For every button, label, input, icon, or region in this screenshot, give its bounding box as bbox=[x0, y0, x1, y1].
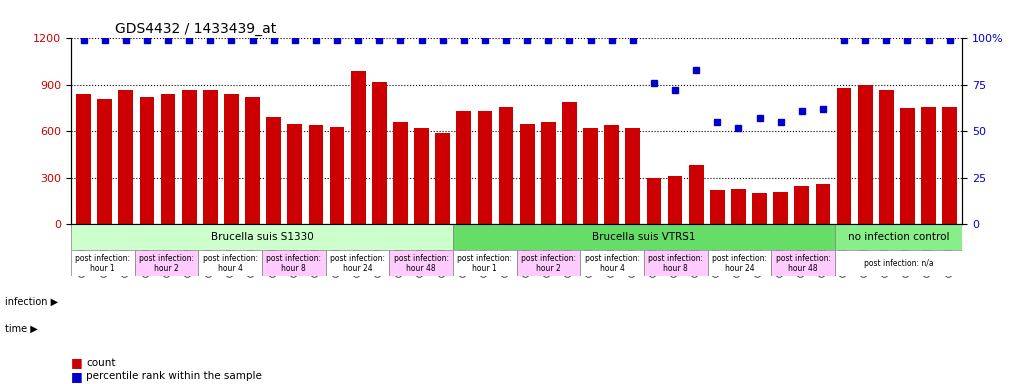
Bar bbox=[245, 97, 260, 224]
Bar bbox=[753, 193, 767, 224]
Text: Brucella suis VTRS1: Brucella suis VTRS1 bbox=[593, 232, 696, 242]
FancyBboxPatch shape bbox=[262, 250, 325, 276]
Text: post infection: n/a: post infection: n/a bbox=[864, 259, 934, 268]
Text: post infection:
hour 1: post infection: hour 1 bbox=[457, 254, 513, 273]
Text: infection ▶: infection ▶ bbox=[5, 296, 58, 306]
Text: post infection:
hour 24: post infection: hour 24 bbox=[330, 254, 385, 273]
Bar bbox=[161, 94, 175, 224]
FancyBboxPatch shape bbox=[199, 250, 262, 276]
FancyBboxPatch shape bbox=[835, 224, 962, 250]
Bar bbox=[583, 128, 598, 224]
Text: percentile rank within the sample: percentile rank within the sample bbox=[86, 371, 262, 381]
FancyBboxPatch shape bbox=[325, 250, 389, 276]
FancyBboxPatch shape bbox=[135, 250, 199, 276]
Bar bbox=[541, 122, 556, 224]
Text: Brucella suis S1330: Brucella suis S1330 bbox=[211, 232, 313, 242]
Bar bbox=[837, 88, 852, 224]
Bar bbox=[731, 189, 746, 224]
Text: time ▶: time ▶ bbox=[5, 323, 37, 333]
Text: post infection:
hour 2: post infection: hour 2 bbox=[139, 254, 193, 273]
FancyBboxPatch shape bbox=[71, 224, 453, 250]
Bar bbox=[119, 89, 134, 224]
Bar bbox=[498, 106, 514, 224]
Bar bbox=[942, 106, 957, 224]
Bar bbox=[668, 176, 683, 224]
Bar bbox=[203, 89, 218, 224]
Bar bbox=[900, 108, 915, 224]
Text: post infection:
hour 4: post infection: hour 4 bbox=[585, 254, 639, 273]
Text: post infection:
hour 24: post infection: hour 24 bbox=[712, 254, 767, 273]
Bar bbox=[562, 102, 576, 224]
FancyBboxPatch shape bbox=[453, 250, 517, 276]
FancyBboxPatch shape bbox=[835, 250, 962, 276]
Text: post infection:
hour 1: post infection: hour 1 bbox=[75, 254, 131, 273]
Bar bbox=[288, 124, 302, 224]
Text: post infection:
hour 8: post infection: hour 8 bbox=[266, 254, 321, 273]
Bar bbox=[309, 125, 323, 224]
Bar bbox=[329, 127, 344, 224]
Text: ■: ■ bbox=[71, 370, 83, 383]
Text: post infection:
hour 8: post infection: hour 8 bbox=[648, 254, 703, 273]
Bar bbox=[393, 122, 408, 224]
Bar bbox=[879, 89, 893, 224]
FancyBboxPatch shape bbox=[708, 250, 771, 276]
Text: count: count bbox=[86, 358, 115, 368]
FancyBboxPatch shape bbox=[71, 250, 135, 276]
Bar bbox=[140, 97, 154, 224]
Bar bbox=[605, 125, 619, 224]
Bar bbox=[815, 184, 831, 224]
Bar bbox=[224, 94, 239, 224]
Text: ■: ■ bbox=[71, 356, 83, 369]
Bar bbox=[181, 89, 197, 224]
Bar bbox=[625, 128, 640, 224]
Bar bbox=[97, 99, 112, 224]
Bar bbox=[921, 106, 936, 224]
FancyBboxPatch shape bbox=[644, 250, 708, 276]
Bar bbox=[646, 178, 661, 224]
Bar bbox=[520, 124, 535, 224]
Text: post infection:
hour 48: post infection: hour 48 bbox=[394, 254, 449, 273]
Text: post infection:
hour 48: post infection: hour 48 bbox=[776, 254, 831, 273]
Bar bbox=[266, 118, 281, 224]
FancyBboxPatch shape bbox=[517, 250, 580, 276]
FancyBboxPatch shape bbox=[389, 250, 453, 276]
Text: post infection:
hour 2: post infection: hour 2 bbox=[521, 254, 576, 273]
Bar bbox=[414, 128, 428, 224]
Bar bbox=[436, 133, 450, 224]
FancyBboxPatch shape bbox=[580, 250, 644, 276]
Text: no infection control: no infection control bbox=[848, 232, 949, 242]
Bar bbox=[477, 111, 492, 224]
Bar bbox=[350, 71, 366, 224]
Text: post infection:
hour 4: post infection: hour 4 bbox=[203, 254, 257, 273]
FancyBboxPatch shape bbox=[771, 250, 835, 276]
Bar bbox=[773, 192, 788, 224]
Text: GDS4432 / 1433439_at: GDS4432 / 1433439_at bbox=[115, 22, 277, 36]
Bar bbox=[858, 85, 872, 224]
Bar bbox=[76, 94, 91, 224]
Bar bbox=[710, 190, 724, 224]
Bar bbox=[689, 166, 704, 224]
Bar bbox=[372, 82, 387, 224]
Bar bbox=[457, 111, 471, 224]
FancyBboxPatch shape bbox=[453, 224, 835, 250]
Bar bbox=[794, 185, 809, 224]
